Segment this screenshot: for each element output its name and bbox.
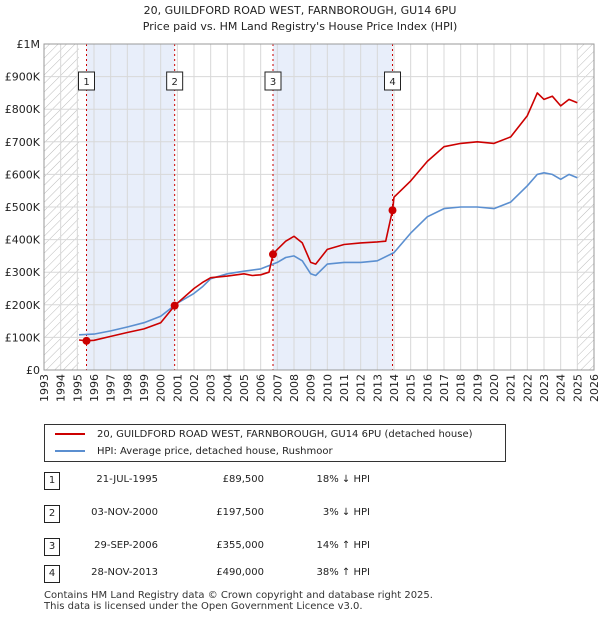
chart-subtitle: Price paid vs. HM Land Registry's House … [143, 20, 458, 33]
y-tick-label: £1M [17, 38, 41, 51]
sale-badge-label: 1 [83, 77, 89, 88]
sale-point [82, 336, 91, 345]
sale-date: 28-NOV-2013 [91, 567, 158, 578]
footer-licence: This data is licensed under the Open Gov… [44, 601, 363, 612]
legend-label-hpi: HPI: Average price, detached house, Rush… [97, 446, 333, 457]
sale-badge-box [264, 71, 282, 91]
y-tick-label: £600K [5, 168, 41, 181]
x-tick-label: 2012 [355, 374, 368, 402]
sale-date: 03-NOV-2000 [91, 507, 158, 518]
sale-point [170, 301, 179, 310]
sale-row: 3 29-SEP-2006 £355,000 14% ↑ HPI [0, 538, 600, 558]
x-tick-label: 2008 [288, 374, 301, 402]
sale-badge-label: 3 [270, 77, 276, 88]
x-tick-label: 1996 [88, 374, 101, 402]
sale-hpi-diff: 3% ↓ HPI [322, 507, 370, 518]
sale-badge-label: 4 [389, 77, 395, 88]
x-tick-label: 2003 [205, 374, 218, 402]
sale-badge-box [384, 71, 401, 91]
x-tick-label: 2025 [571, 374, 584, 402]
y-tick-label: £800K [5, 103, 41, 116]
y-tick-label: £900K [5, 71, 41, 84]
sale-badge-box [78, 71, 95, 91]
price-chart: 20, GUILDFORD ROAD WEST, FARNBOROUGH, GU… [5, 4, 600, 402]
sale-row: 2 03-NOV-2000 £197,500 3% ↓ HPI [0, 505, 600, 525]
y-tick-label: £300K [5, 266, 41, 279]
footer: Contains HM Land Registry data © Crown c… [44, 590, 433, 612]
sale-number-badge: 1 [44, 472, 60, 490]
x-tick-label: 2007 [271, 374, 284, 402]
sale-badge-label: 2 [171, 77, 177, 88]
x-tick-label: 1994 [55, 374, 68, 402]
x-tick-label: 2023 [538, 374, 551, 402]
sale-price: £89,500 [222, 474, 264, 485]
y-tick-label: £500K [5, 201, 41, 214]
x-tick-label: 2019 [471, 374, 484, 402]
legend-label-property: 20, GUILDFORD ROAD WEST, FARNBOROUGH, GU… [97, 429, 473, 440]
sale-hpi-diff: 14% ↑ HPI [316, 540, 370, 551]
x-tick-label: 2009 [305, 374, 318, 402]
sale-point [388, 206, 397, 215]
x-tick-label: 1997 [105, 374, 118, 402]
x-tick-label: 1998 [121, 374, 134, 402]
x-tick-label: 2010 [321, 374, 334, 402]
legend-swatch-hpi [55, 450, 85, 452]
x-tick-label: 2001 [171, 374, 184, 402]
sale-hpi-diff: 38% ↑ HPI [316, 567, 370, 578]
x-tick-label: 2002 [188, 374, 201, 402]
x-tick-label: 2005 [238, 374, 251, 402]
sale-row: 1 21-JUL-1995 £89,500 18% ↓ HPI [0, 472, 600, 492]
x-tick-label: 1999 [138, 374, 151, 402]
x-tick-label: 2018 [455, 374, 468, 402]
legend-swatch-property [55, 433, 85, 435]
x-tick-label: 1993 [38, 374, 51, 402]
x-tick-label: 2026 [588, 374, 600, 402]
x-tick-label: 2016 [421, 374, 434, 402]
x-tick-label: 1995 [71, 374, 84, 402]
y-tick-label: £100K [5, 331, 41, 344]
x-tick-label: 2000 [155, 374, 168, 402]
x-tick-label: 2022 [521, 374, 534, 402]
x-tick-label: 2013 [371, 374, 384, 402]
x-tick-label: 2004 [221, 374, 234, 402]
x-tick-label: 2014 [388, 374, 401, 402]
x-tick-label: 2024 [555, 374, 568, 402]
sale-date: 21-JUL-1995 [96, 474, 158, 485]
sale-hpi-diff: 18% ↓ HPI [316, 474, 370, 485]
x-tick-label: 2017 [438, 374, 451, 402]
sale-price: £490,000 [216, 567, 264, 578]
x-tick-label: 2020 [488, 374, 501, 402]
sale-number-badge: 3 [44, 538, 60, 556]
x-tick-label: 2006 [255, 374, 268, 402]
y-tick-label: £0 [26, 364, 40, 377]
x-tick-label: 2021 [505, 374, 518, 402]
legend-item-hpi: HPI: Average price, detached house, Rush… [55, 444, 333, 460]
x-tick-label: 2011 [338, 374, 351, 402]
sale-row: 4 28-NOV-2013 £490,000 38% ↑ HPI [0, 565, 600, 585]
legend: 20, GUILDFORD ROAD WEST, FARNBOROUGH, GU… [44, 424, 506, 462]
sale-number-badge: 4 [44, 565, 60, 583]
legend-item-property: 20, GUILDFORD ROAD WEST, FARNBOROUGH, GU… [55, 427, 473, 443]
sale-number-badge: 2 [44, 505, 60, 523]
sale-date: 29-SEP-2006 [94, 540, 158, 551]
y-tick-label: £700K [5, 136, 41, 149]
sale-price: £355,000 [216, 540, 264, 551]
x-tick-label: 2015 [405, 374, 418, 402]
plot-frame [43, 43, 595, 371]
footer-copyright: Contains HM Land Registry data © Crown c… [44, 590, 433, 601]
sale-point [269, 250, 277, 259]
sale-badge-box [166, 71, 184, 91]
y-tick-label: £400K [5, 234, 41, 247]
y-tick-label: £200K [5, 299, 41, 312]
sale-price: £197,500 [216, 507, 264, 518]
chart-title: 20, GUILDFORD ROAD WEST, FARNBOROUGH, GU… [144, 4, 457, 17]
